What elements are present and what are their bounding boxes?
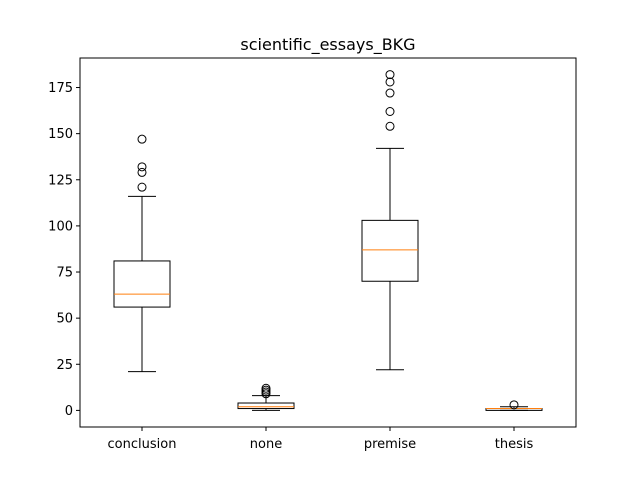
- outlier-point: [137, 182, 147, 192]
- box-iqr: [237, 402, 295, 410]
- y-tick-label: 25: [56, 358, 73, 373]
- x-tick-label: conclusion: [108, 437, 177, 452]
- outlier-point: [137, 134, 147, 144]
- outlier-point: [261, 383, 271, 393]
- chart-title: scientific_essays_BKG: [240, 35, 415, 55]
- y-tick-label: 175: [48, 81, 73, 96]
- outlier-point: [385, 121, 395, 131]
- outlier-point: [137, 167, 147, 177]
- outlier-point: [385, 107, 395, 117]
- plot-frame: [79, 57, 577, 428]
- y-tick-label: 125: [48, 173, 73, 188]
- outlier-point: [385, 77, 395, 87]
- y-tick-label: 75: [56, 266, 73, 281]
- outlier-point: [385, 70, 395, 80]
- plot-area: 0 25 50 75 100 125 150 175 conclusion none premise…: [48, 70, 543, 452]
- y-tick-label: 150: [48, 127, 73, 142]
- outlier-point: [137, 162, 147, 172]
- x-tick-label: thesis: [495, 437, 534, 452]
- box-iqr: [113, 260, 171, 308]
- outlier-point: [385, 88, 395, 98]
- x-tick-label: none: [250, 437, 282, 452]
- y-tick-label: 50: [56, 312, 73, 327]
- y-tick-label: 0: [65, 404, 73, 419]
- box-iqr: [361, 219, 419, 282]
- y-tick-label: 100: [48, 219, 73, 234]
- outlier-point: [509, 400, 519, 410]
- x-tick-label: premise: [364, 437, 416, 452]
